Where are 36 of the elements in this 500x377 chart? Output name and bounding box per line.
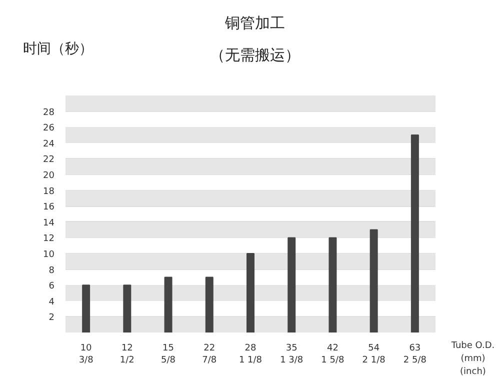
y-tick-label: 26 — [43, 124, 55, 134]
bar — [205, 276, 214, 332]
chart-title: 铜管加工 — [224, 13, 286, 34]
x-tick-label: 63 2 5/8 — [403, 344, 427, 366]
y-tick-label: 20 — [43, 171, 55, 181]
y-tick-label: 18 — [43, 186, 55, 197]
x-tick-label: 28 1 1/8 — [238, 344, 262, 366]
x-tick-label: 12 1/2 — [120, 344, 134, 366]
bar — [410, 134, 419, 332]
y-tick-label: 8 — [48, 266, 55, 276]
bar — [370, 229, 378, 332]
y-tick-label: 10 — [43, 250, 55, 260]
x-tick-label: 10 3/8 — [78, 344, 94, 366]
chart-subtitle: （无需搬运） — [210, 46, 300, 64]
x-tick-label: 15 5/8 — [161, 344, 176, 366]
y-tick-label: 2 — [48, 313, 55, 324]
y-tick-label: 6 — [48, 282, 55, 292]
x-tick-label: 22 7/8 — [202, 344, 217, 366]
x-tick-label: 54 2 1/8 — [362, 344, 386, 366]
bar — [82, 284, 90, 332]
bar — [123, 284, 132, 332]
y-tick-label: 14 — [43, 218, 55, 228]
y-tick-label: 16 — [43, 202, 55, 213]
bar — [164, 276, 172, 332]
y-tick-label: 28 — [43, 108, 55, 118]
y-tick-label: 24 — [43, 139, 55, 150]
bar — [288, 237, 296, 332]
y-axis-title: 时间（秒） — [23, 40, 93, 59]
bar — [246, 253, 254, 332]
bar — [328, 237, 337, 332]
x-axis-title: Tube O.D. (mm) (inch) — [450, 340, 496, 377]
y-tick-label: 4 — [48, 297, 55, 308]
x-tick-label: 35 1 3/8 — [280, 344, 304, 366]
x-tick-label: 42 1 5/8 — [321, 344, 345, 366]
y-tick-label: 12 — [43, 234, 54, 244]
y-tick-label: 22 — [43, 155, 54, 166]
